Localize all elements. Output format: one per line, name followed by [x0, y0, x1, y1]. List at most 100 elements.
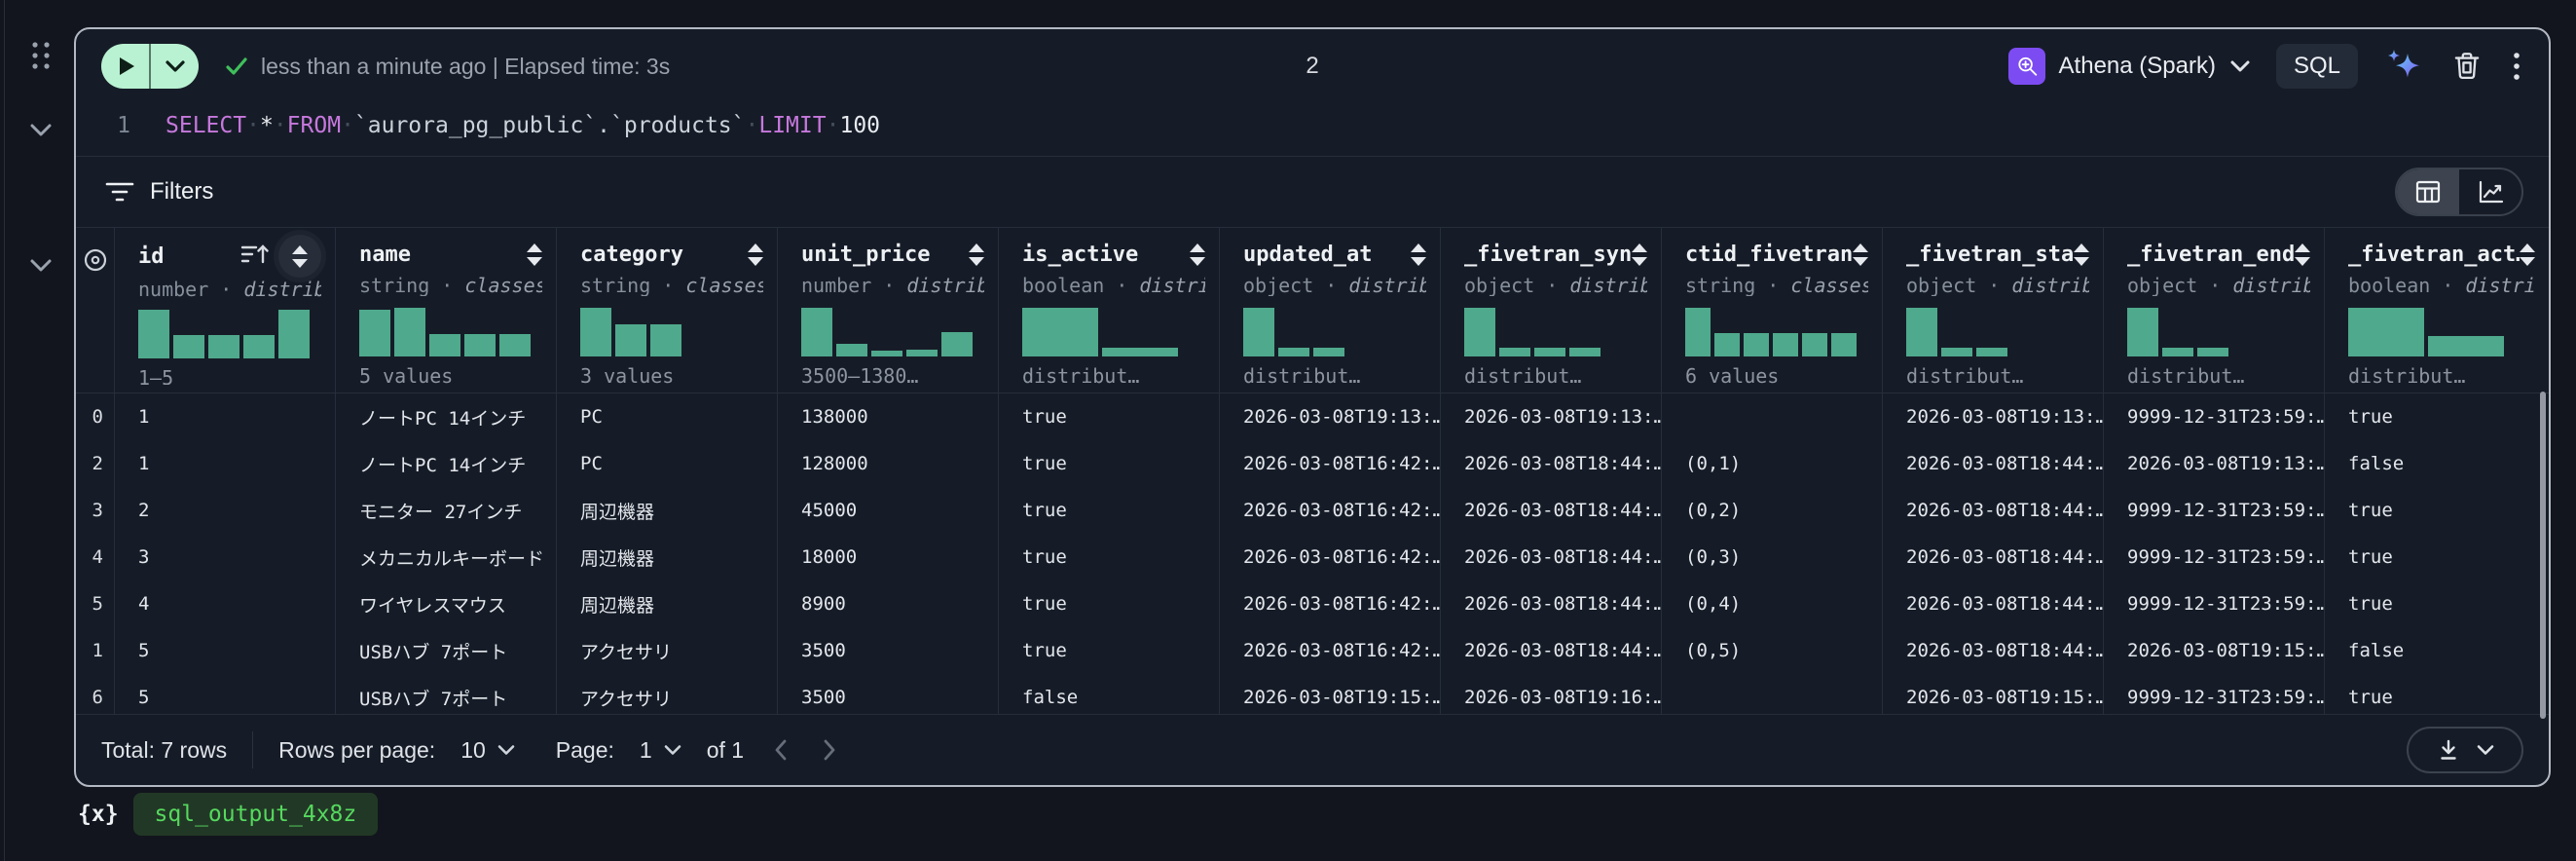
table-cell[interactable]: USBハブ 7ポート	[336, 627, 557, 674]
table-cell[interactable]: 2026-03-08T18:44:…	[1883, 487, 2104, 534]
table-cell[interactable]: 5	[115, 674, 336, 714]
sort-button[interactable]	[1190, 243, 1205, 266]
table-cell[interactable]: 8900	[778, 580, 999, 627]
table-row[interactable]: 4 3 メカニカルキーボード 周辺機器 18000 true 2026-03-08T16:4…	[76, 534, 2549, 580]
table-cell[interactable]: true	[999, 487, 1220, 534]
table-cell[interactable]: ノートPC 14インチ	[336, 393, 557, 440]
previous-page-button[interactable]	[769, 738, 792, 762]
sql-code-line[interactable]: SELECT · * · FROM · `aurora_pg_public`.`produc…	[166, 113, 880, 138]
table-cell[interactable]: 2026-03-08T18:44:…	[1883, 440, 2104, 487]
table-cell[interactable]: 4	[115, 580, 336, 627]
table-cell[interactable]: 2026-03-08T18:44:…	[1883, 534, 2104, 580]
table-cell[interactable]: 9999-12-31T23:59:…	[2104, 487, 2325, 534]
table-cell[interactable]: 9999-12-31T23:59:…	[2104, 393, 2325, 440]
table-cell[interactable]: (0,5)	[1662, 627, 1883, 674]
run-button[interactable]	[101, 44, 149, 89]
table-cell[interactable]: true	[2348, 500, 2393, 521]
ai-sparkles-button[interactable]	[2383, 46, 2424, 87]
table-cell[interactable]: 2026-03-08T18:44:…	[1441, 534, 1662, 580]
sort-button[interactable]	[278, 235, 321, 278]
table-cell[interactable]: 2026-03-08T18:44:…	[1883, 580, 2104, 627]
table-row[interactable]: 6 5 USBハブ 7ポート アクセサリ 3500 false 2026-03-08T19:…	[76, 674, 2549, 714]
table-cell[interactable]: 2026-03-08T18:44:…	[1441, 627, 1662, 674]
drag-handle-icon[interactable]	[26, 37, 55, 81]
table-view-button[interactable]	[2397, 169, 2459, 214]
table-cell[interactable]	[1662, 674, 1883, 714]
run-options-button[interactable]	[151, 44, 199, 89]
table-cell[interactable]: (0,2)	[1662, 487, 1883, 534]
table-cell[interactable]: 2026-03-08T18:44:…	[1441, 440, 1662, 487]
table-cell[interactable]: true	[999, 393, 1220, 440]
language-badge[interactable]: SQL	[2275, 44, 2358, 89]
table-cell[interactable]	[1662, 393, 1883, 440]
table-cell[interactable]: モニター 27インチ	[336, 487, 557, 534]
table-row[interactable]: 3 2 モニター 27インチ 周辺機器 45000 true 2026-03-08T16:4…	[76, 487, 2549, 534]
table-cell[interactable]: 9999-12-31T23:59:…	[2104, 674, 2325, 714]
table-cell[interactable]: false	[999, 674, 1220, 714]
sort-button[interactable]	[748, 243, 763, 266]
target-icon[interactable]	[81, 245, 110, 275]
table-cell[interactable]: 2	[115, 487, 336, 534]
table-cell[interactable]: 128000	[778, 440, 999, 487]
table-cell[interactable]: true	[999, 580, 1220, 627]
output-variable-name[interactable]: sql_output_4x8z	[132, 793, 379, 836]
page-select[interactable]: 1	[640, 737, 681, 764]
table-cell[interactable]: アクセサリ	[557, 627, 778, 674]
download-button[interactable]	[2407, 727, 2523, 773]
table-cell[interactable]: 1	[115, 393, 336, 440]
table-cell[interactable]: メカニカルキーボード	[336, 534, 557, 580]
table-cell[interactable]: 2026-03-08T19:15:…	[2104, 627, 2325, 674]
vertical-scrollbar[interactable]	[2540, 392, 2546, 719]
table-row[interactable]: 5 4 ワイヤレスマウス 周辺機器 8900 true 2026-03-08T16:42:……	[76, 580, 2549, 627]
table-row[interactable]: 2 1 ノートPC 14インチ PC 128000 true 2026-03-08T16:4…	[76, 440, 2549, 487]
table-cell[interactable]: true	[2348, 593, 2393, 615]
table-cell[interactable]: 2026-03-08T19:13:…	[1883, 393, 2104, 440]
table-cell[interactable]: 3500	[778, 627, 999, 674]
next-page-button[interactable]	[818, 738, 841, 762]
table-cell[interactable]: 138000	[778, 393, 999, 440]
sort-button[interactable]	[1411, 243, 1426, 266]
table-cell[interactable]: 2026-03-08T19:13:…	[1441, 393, 1662, 440]
table-cell[interactable]: 2026-03-08T16:42:…	[1220, 440, 1441, 487]
table-cell[interactable]: 2026-03-08T19:13:…	[2104, 440, 2325, 487]
filters-button[interactable]: Filters	[101, 178, 217, 206]
sort-button[interactable]	[527, 243, 542, 266]
table-cell[interactable]: PC	[557, 440, 778, 487]
table-cell[interactable]: 2026-03-08T16:42:…	[1220, 580, 1441, 627]
sort-button[interactable]	[1632, 243, 1647, 266]
table-cell[interactable]: PC	[557, 393, 778, 440]
sql-editor[interactable]: 1 SELECT · * · FROM · `aurora_pg_public`.`prod…	[76, 103, 2549, 148]
table-cell[interactable]: 3	[115, 534, 336, 580]
table-cell[interactable]: 2026-03-08T16:42:…	[1220, 487, 1441, 534]
sort-button[interactable]	[2520, 243, 2535, 266]
table-cell[interactable]: true	[2348, 546, 2393, 568]
table-cell[interactable]: 2026-03-08T18:44:…	[1441, 580, 1662, 627]
table-cell[interactable]: (0,1)	[1662, 440, 1883, 487]
table-cell[interactable]: false	[2348, 453, 2405, 474]
collapse-output-chevron-icon[interactable]	[26, 257, 55, 280]
table-cell[interactable]: 18000	[778, 534, 999, 580]
collapse-code-chevron-icon[interactable]	[26, 122, 55, 144]
table-row[interactable]: 0 1 ノートPC 14インチ PC 138000 true 2026-03-08T19:1…	[76, 393, 2549, 440]
table-cell[interactable]: (0,3)	[1662, 534, 1883, 580]
rows-per-page-select[interactable]: 10	[460, 737, 515, 764]
sort-button[interactable]	[2295, 243, 2310, 266]
table-cell[interactable]: 5	[115, 627, 336, 674]
table-cell[interactable]: 2026-03-08T18:44:…	[1441, 487, 1662, 534]
table-cell[interactable]: USBハブ 7ポート	[336, 674, 557, 714]
table-cell[interactable]: true	[999, 627, 1220, 674]
table-cell[interactable]: 3500	[778, 674, 999, 714]
table-cell[interactable]: 周辺機器	[557, 487, 778, 534]
table-row[interactable]: 1 5 USBハブ 7ポート アクセサリ 3500 true 2026-03-08T16:4…	[76, 627, 2549, 674]
table-cell[interactable]: 2026-03-08T16:42:…	[1220, 534, 1441, 580]
table-cell[interactable]: (0,4)	[1662, 580, 1883, 627]
table-cell[interactable]: 周辺機器	[557, 534, 778, 580]
delete-cell-button[interactable]	[2449, 49, 2484, 84]
table-cell[interactable]: アクセサリ	[557, 674, 778, 714]
table-cell[interactable]: 1	[115, 440, 336, 487]
table-cell[interactable]: true	[2348, 687, 2393, 708]
table-cell[interactable]: 9999-12-31T23:59:…	[2104, 580, 2325, 627]
table-cell[interactable]: 周辺機器	[557, 580, 778, 627]
table-cell[interactable]: 2026-03-08T19:15:…	[1883, 674, 2104, 714]
table-cell[interactable]: 2026-03-08T19:16:…	[1441, 674, 1662, 714]
